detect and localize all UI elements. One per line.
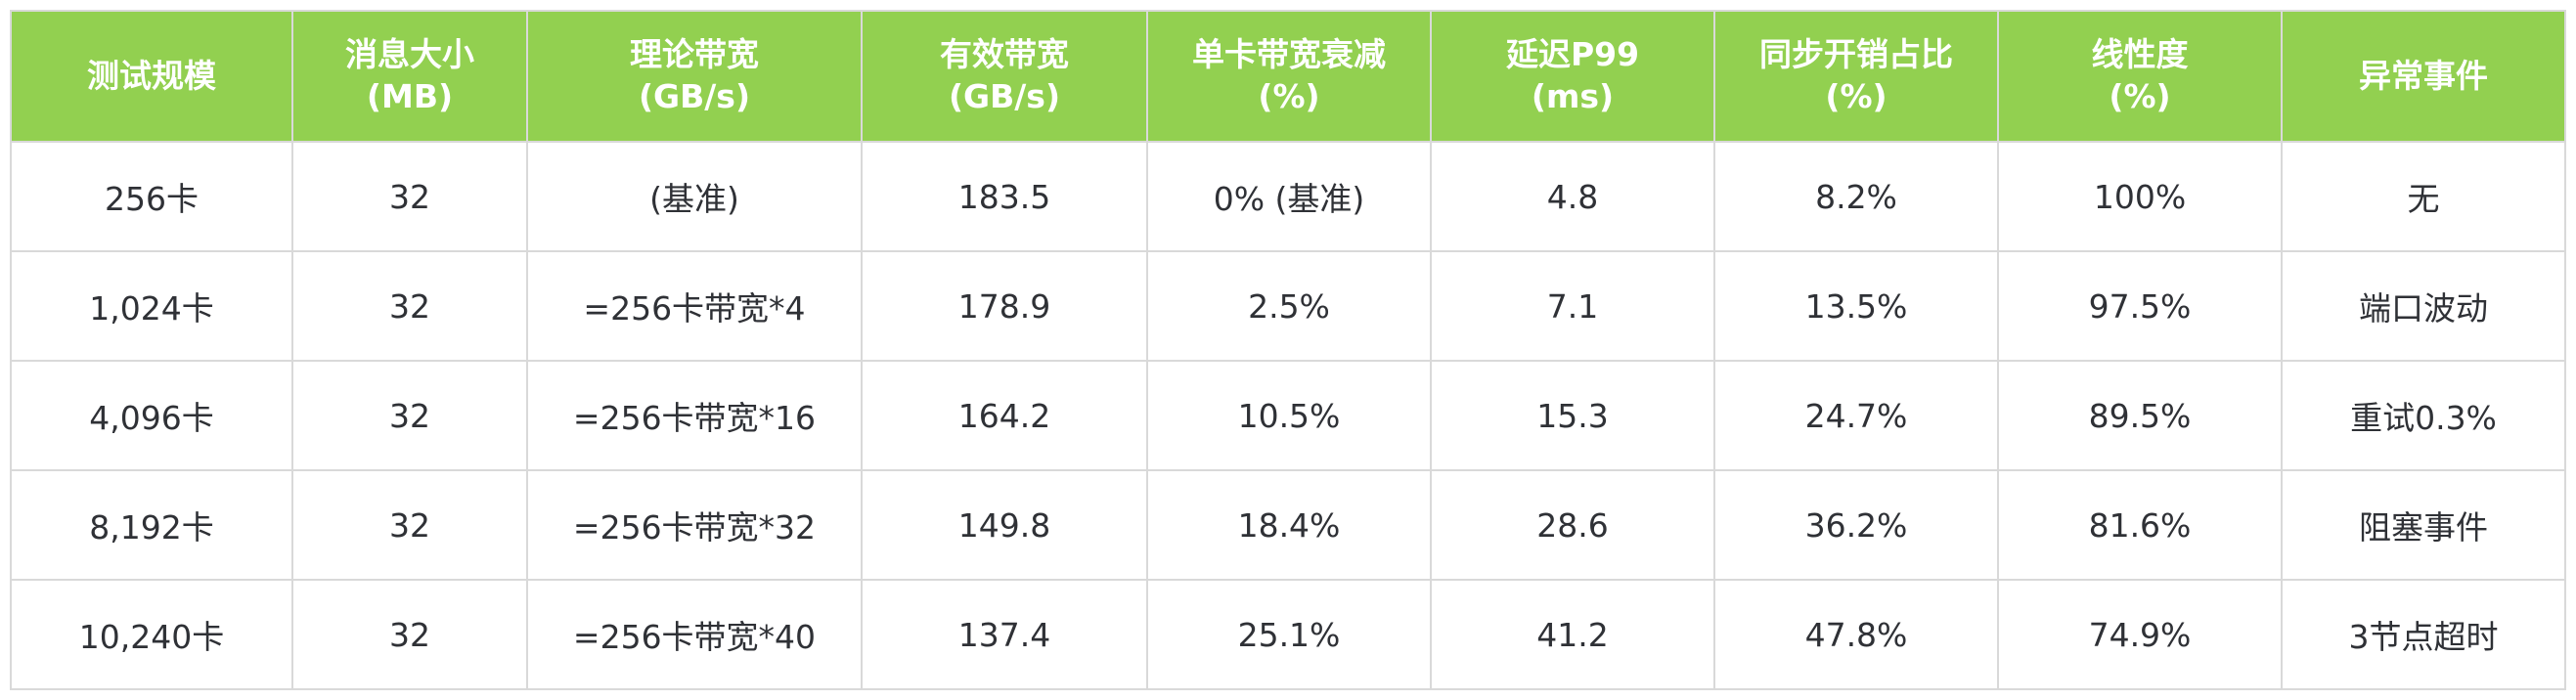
header-label: 测试规模: [87, 56, 216, 95]
scaling-test-table: 测试规模 消息大小 (MB) 理论带宽 (GB/s) 有效带宽 (GB/s) 单卡带宽…: [10, 10, 2566, 690]
cell-message-size: 32: [291, 469, 528, 581]
header-label: 消息大小: [345, 35, 474, 74]
cell-effective-bandwidth: 149.8: [861, 469, 1148, 581]
cell-sync-overhead: 13.5%: [1713, 250, 1999, 362]
cell-theoretical-bandwidth: =256卡带宽*4: [526, 250, 863, 362]
cell-anomaly-event: 阻塞事件: [2281, 469, 2566, 581]
cell-anomaly-event: 重试0.3%: [2281, 360, 2566, 471]
cell-anomaly-event: 端口波动: [2281, 250, 2566, 362]
table-body: 256卡 32 (基准) 183.5 0% (基准) 4.8 8.2% 100%…: [10, 141, 2566, 690]
cell-effective-bandwidth: 183.5: [861, 141, 1148, 252]
header-unit: (GB/s): [948, 77, 1061, 115]
header-sync-overhead: 同步开销占比 (%): [1713, 10, 1999, 143]
cell-test-scale: 10,240卡: [10, 579, 293, 690]
cell-latency-p99: 7.1: [1430, 250, 1715, 362]
cell-anomaly-event: 3节点超时: [2281, 579, 2566, 690]
header-anomaly-events: 异常事件: [2281, 10, 2566, 143]
header-row: 测试规模 消息大小 (MB) 理论带宽 (GB/s) 有效带宽 (GB/s) 单卡带宽…: [10, 10, 2566, 143]
cell-message-size: 32: [291, 141, 528, 252]
header-label: 有效带宽: [940, 35, 1069, 74]
cell-theoretical-bandwidth: =256卡带宽*16: [526, 360, 863, 471]
header-unit: (MB): [366, 77, 454, 115]
cell-sync-overhead: 36.2%: [1713, 469, 1999, 581]
cell-latency-p99: 4.8: [1430, 141, 1715, 252]
header-per-card-decay: 单卡带宽衰减 (%): [1146, 10, 1432, 143]
cell-sync-overhead: 24.7%: [1713, 360, 1999, 471]
header-linearity: 线性度 (%): [1997, 10, 2283, 143]
cell-per-card-decay: 2.5%: [1146, 250, 1432, 362]
cell-latency-p99: 41.2: [1430, 579, 1715, 690]
cell-sync-overhead: 47.8%: [1713, 579, 1999, 690]
cell-anomaly-event: 无: [2281, 141, 2566, 252]
table-row: 256卡 32 (基准) 183.5 0% (基准) 4.8 8.2% 100%…: [10, 141, 2566, 252]
cell-linearity: 81.6%: [1997, 469, 2283, 581]
cell-effective-bandwidth: 178.9: [861, 250, 1148, 362]
cell-test-scale: 1,024卡: [10, 250, 293, 362]
cell-per-card-decay: 18.4%: [1146, 469, 1432, 581]
header-label: 同步开销占比: [1759, 35, 1953, 74]
cell-linearity: 74.9%: [1997, 579, 2283, 690]
cell-per-card-decay: 25.1%: [1146, 579, 1432, 690]
cell-theoretical-bandwidth: =256卡带宽*32: [526, 469, 863, 581]
cell-linearity: 100%: [1997, 141, 2283, 252]
cell-message-size: 32: [291, 360, 528, 471]
cell-message-size: 32: [291, 579, 528, 690]
table-row: 1,024卡 32 =256卡带宽*4 178.9 2.5% 7.1 13.5%…: [10, 250, 2566, 362]
header-theoretical-bandwidth: 理论带宽 (GB/s): [526, 10, 863, 143]
header-message-size: 消息大小 (MB): [291, 10, 528, 143]
cell-sync-overhead: 8.2%: [1713, 141, 1999, 252]
cell-theoretical-bandwidth: (基准): [526, 141, 863, 252]
cell-per-card-decay: 10.5%: [1146, 360, 1432, 471]
cell-per-card-decay: 0% (基准): [1146, 141, 1432, 252]
header-test-scale: 测试规模: [10, 10, 293, 143]
cell-test-scale: 256卡: [10, 141, 293, 252]
table-row: 8,192卡 32 =256卡带宽*32 149.8 18.4% 28.6 36…: [10, 469, 2566, 581]
cell-latency-p99: 15.3: [1430, 360, 1715, 471]
header-unit: (GB/s): [638, 77, 751, 115]
header-label: 理论带宽: [630, 35, 759, 74]
results-table-container: 测试规模 消息大小 (MB) 理论带宽 (GB/s) 有效带宽 (GB/s) 单卡带宽…: [10, 10, 2566, 690]
cell-effective-bandwidth: 164.2: [861, 360, 1148, 471]
cell-effective-bandwidth: 137.4: [861, 579, 1148, 690]
cell-message-size: 32: [291, 250, 528, 362]
header-label: 线性度: [2091, 35, 2189, 74]
header-label: 异常事件: [2359, 56, 2488, 95]
header-unit: (%): [2109, 77, 2171, 115]
header-label: 延迟P99: [1505, 35, 1640, 74]
cell-test-scale: 4,096卡: [10, 360, 293, 471]
cell-linearity: 97.5%: [1997, 250, 2283, 362]
header-label: 单卡带宽衰减: [1192, 35, 1386, 74]
cell-latency-p99: 28.6: [1430, 469, 1715, 581]
header-effective-bandwidth: 有效带宽 (GB/s): [861, 10, 1148, 143]
cell-linearity: 89.5%: [1997, 360, 2283, 471]
header-unit: (%): [1258, 77, 1320, 115]
header-unit: (%): [1825, 77, 1888, 115]
cell-theoretical-bandwidth: =256卡带宽*40: [526, 579, 863, 690]
table-header: 测试规模 消息大小 (MB) 理论带宽 (GB/s) 有效带宽 (GB/s) 单卡带宽…: [10, 10, 2566, 143]
header-unit: (ms): [1531, 77, 1615, 115]
table-row: 4,096卡 32 =256卡带宽*16 164.2 10.5% 15.3 24…: [10, 360, 2566, 471]
header-latency-p99: 延迟P99 (ms): [1430, 10, 1715, 143]
cell-test-scale: 8,192卡: [10, 469, 293, 581]
table-row: 10,240卡 32 =256卡带宽*40 137.4 25.1% 41.2 4…: [10, 579, 2566, 690]
